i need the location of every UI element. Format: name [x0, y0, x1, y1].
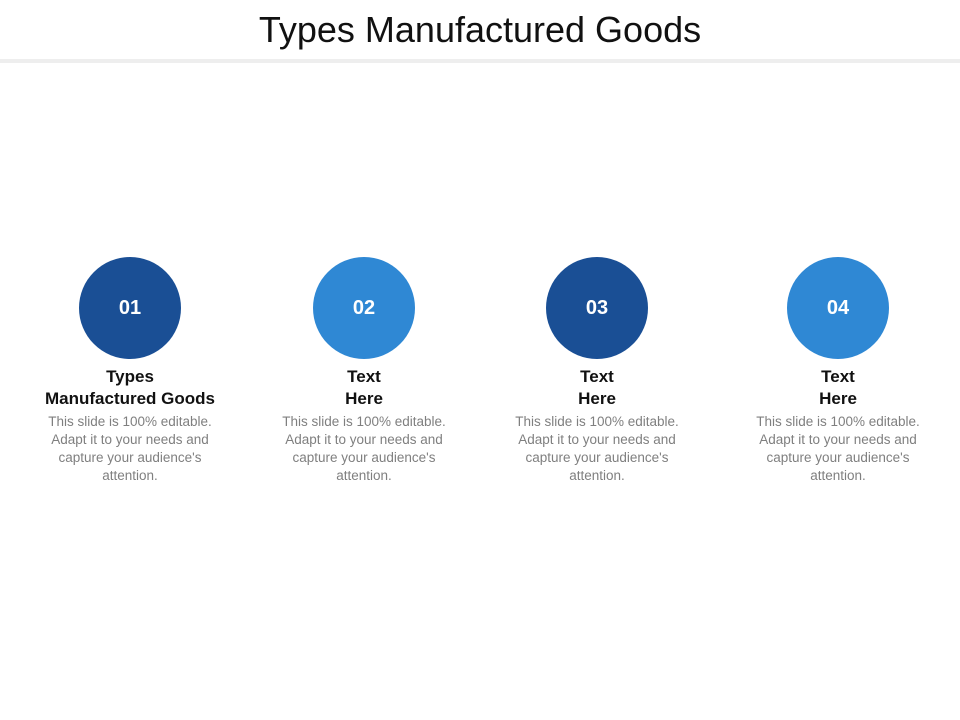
step-description: This slide is 100% editable. Adapt it to… — [282, 414, 446, 483]
step-description: This slide is 100% editable. Adapt it to… — [515, 414, 679, 483]
title-divider — [0, 59, 960, 63]
step-description: This slide is 100% editable. Adapt it to… — [48, 414, 212, 483]
step-item-1: 01 Types Manufactured Goods This slide i… — [40, 257, 220, 485]
step-heading-line: Here — [819, 389, 857, 408]
step-heading: Text Here — [507, 366, 687, 410]
step-number-circle: 03 — [546, 257, 648, 359]
step-heading-line: Text — [347, 367, 381, 386]
step-number: 03 — [585, 296, 609, 319]
step-item-2: 02 Text Here This slide is 100% editable… — [274, 257, 454, 485]
step-description: This slide is 100% editable. Adapt it to… — [756, 414, 920, 483]
step-heading: Text Here — [274, 366, 454, 410]
step-item-3: 03 Text Here This slide is 100% editable… — [507, 257, 687, 485]
step-heading-line: Here — [578, 389, 616, 408]
step-heading: Types Manufactured Goods — [40, 366, 220, 410]
step-heading-line: Manufactured Goods — [44, 389, 215, 408]
step-number-circle: 02 — [313, 257, 415, 359]
step-number: 02 — [352, 296, 376, 319]
step-number-circle: 04 — [787, 257, 889, 359]
step-heading-line: Text — [580, 367, 614, 386]
slide-title: Types Manufactured Goods — [258, 9, 702, 50]
step-heading-line: Text — [821, 367, 855, 386]
step-heading-line: Here — [345, 389, 383, 408]
step-item-4: 04 Text Here This slide is 100% editable… — [748, 257, 928, 485]
step-number: 04 — [826, 296, 850, 319]
step-heading: Text Here — [748, 366, 928, 410]
step-number: 01 — [118, 296, 142, 319]
step-heading-line: Types — [106, 367, 154, 386]
step-number-circle: 01 — [79, 257, 181, 359]
